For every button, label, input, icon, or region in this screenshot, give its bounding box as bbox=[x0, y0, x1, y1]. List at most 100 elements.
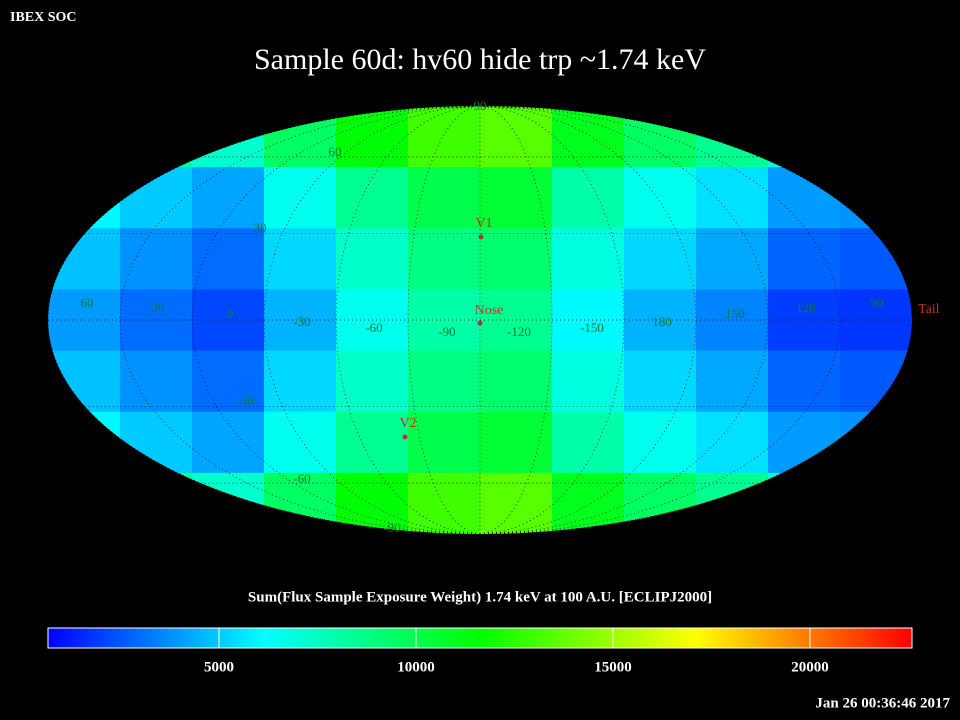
graticule bbox=[47, 105, 913, 535]
lat-label: 60 bbox=[329, 144, 342, 159]
map-cell bbox=[120, 106, 193, 168]
colorbar-tick-label: 10000 bbox=[397, 659, 435, 675]
map-cell bbox=[336, 411, 409, 474]
map-cell bbox=[264, 167, 337, 229]
map-cell bbox=[696, 411, 769, 474]
map-cell bbox=[120, 228, 193, 290]
map-cell bbox=[192, 106, 265, 168]
map-cell bbox=[48, 106, 121, 168]
map-cell bbox=[48, 228, 121, 290]
map-cell bbox=[768, 167, 841, 229]
map-cell bbox=[480, 472, 553, 534]
map-cell bbox=[120, 350, 193, 413]
map-cell bbox=[336, 350, 409, 413]
map-cell bbox=[336, 106, 409, 168]
map-cell bbox=[264, 411, 337, 474]
map-cell bbox=[336, 228, 409, 290]
colorbar bbox=[47, 627, 913, 649]
lat-label: -90 bbox=[383, 520, 400, 535]
lon-label: -90 bbox=[438, 324, 455, 339]
map-cell bbox=[624, 411, 697, 474]
marker-label: V2 bbox=[399, 416, 416, 431]
map-cell bbox=[768, 228, 841, 290]
map-cell bbox=[192, 167, 265, 229]
map-cell bbox=[840, 411, 912, 474]
map-cell bbox=[120, 411, 193, 474]
marker-dot bbox=[478, 234, 484, 240]
map-cell bbox=[696, 228, 769, 290]
marker-dot bbox=[402, 434, 408, 440]
map-cell bbox=[552, 350, 625, 413]
lon-label: -120 bbox=[507, 324, 531, 339]
map-cell bbox=[840, 472, 912, 534]
map-cell bbox=[264, 350, 337, 413]
meridian bbox=[479, 105, 553, 535]
map-cell bbox=[840, 106, 912, 168]
map-cell bbox=[552, 167, 625, 229]
marker-dot bbox=[477, 320, 483, 326]
map-cell bbox=[408, 228, 481, 290]
map-cell bbox=[480, 228, 553, 290]
map-cell bbox=[624, 106, 697, 168]
colorbar-tick-label: 15000 bbox=[594, 659, 632, 675]
map-cell bbox=[48, 350, 121, 413]
map-cell bbox=[480, 167, 553, 229]
map-cell bbox=[552, 472, 625, 534]
lat-label: 30 bbox=[254, 220, 267, 235]
map-cell bbox=[840, 167, 912, 229]
map-cell bbox=[264, 228, 337, 290]
meridian bbox=[119, 105, 481, 535]
map-cell bbox=[768, 106, 841, 168]
chart-title: Sample 60d: hv60 hide trp ~1.74 keV bbox=[254, 43, 706, 76]
map-cell bbox=[624, 472, 697, 534]
lon-label: 120 bbox=[796, 300, 816, 315]
lon-label: 60 bbox=[81, 295, 94, 310]
map-cell bbox=[264, 106, 337, 168]
marker-label: Tail bbox=[918, 302, 940, 317]
lon-label: -60 bbox=[365, 320, 382, 335]
map-cell bbox=[624, 350, 697, 413]
timestamp: Jan 26 00:36:46 2017 bbox=[815, 695, 950, 711]
colorbar-label: Sum(Flux Sample Exposure Weight) 1.74 ke… bbox=[248, 589, 712, 605]
map-cell bbox=[48, 472, 121, 534]
map-cell bbox=[624, 228, 697, 290]
map-cell bbox=[480, 106, 553, 168]
map-cell bbox=[768, 411, 841, 474]
marker-label: V1 bbox=[475, 216, 492, 231]
lon-label: 90 bbox=[871, 295, 884, 310]
lon-label: -30 bbox=[293, 314, 310, 329]
map-cell bbox=[840, 350, 912, 413]
map-cell bbox=[480, 350, 553, 413]
lat-label: -30 bbox=[236, 393, 253, 408]
map-cell bbox=[552, 106, 625, 168]
lat-label: 90 bbox=[474, 98, 487, 113]
map-cell bbox=[696, 350, 769, 413]
map-cell bbox=[408, 411, 481, 474]
header: IBEX SOC bbox=[10, 10, 77, 25]
map-cell bbox=[48, 411, 121, 474]
lon-label: 150 bbox=[725, 306, 745, 321]
map-cell bbox=[480, 411, 553, 474]
map-cell bbox=[408, 106, 481, 168]
map-cell bbox=[48, 167, 121, 229]
colorbar-tick-label: 5000 bbox=[204, 659, 234, 675]
map-cell bbox=[120, 472, 193, 534]
lon-label: 0 bbox=[227, 306, 234, 321]
lon-label: 180 bbox=[652, 314, 672, 329]
map-cell bbox=[336, 167, 409, 229]
lat-label: -60 bbox=[293, 471, 310, 486]
map-cell bbox=[408, 350, 481, 413]
lon-label: -150 bbox=[580, 320, 604, 335]
map-cell bbox=[552, 411, 625, 474]
map-cell bbox=[120, 167, 193, 229]
map-cell bbox=[696, 167, 769, 229]
lon-label: 30 bbox=[152, 300, 165, 315]
map-cell bbox=[192, 472, 265, 534]
map-cell bbox=[840, 228, 912, 290]
colorbar-tick-label: 20000 bbox=[791, 659, 829, 675]
map-cell bbox=[696, 472, 769, 534]
map-cell bbox=[192, 411, 265, 474]
map-cell bbox=[696, 106, 769, 168]
map-cell bbox=[768, 472, 841, 534]
